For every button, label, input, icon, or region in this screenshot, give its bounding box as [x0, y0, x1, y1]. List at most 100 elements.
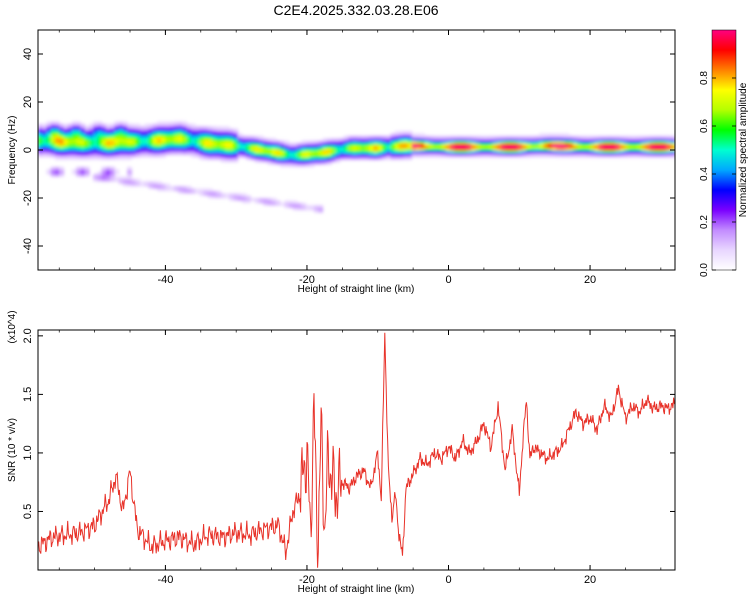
heatmap-cell — [59, 145, 65, 149]
heatmap-cell — [80, 133, 86, 137]
heatmap-cell — [263, 138, 268, 141]
heatmap-cell — [169, 130, 175, 134]
heatmap-cell — [645, 145, 651, 149]
heatmap-cell — [432, 150, 438, 153]
heatmap-cell — [122, 181, 128, 185]
heatmap-cell — [207, 145, 213, 149]
heatmap-cell — [144, 126, 150, 129]
heatmap-cell — [199, 128, 205, 132]
heatmap-cell — [551, 154, 557, 158]
heatmap-cell — [54, 147, 60, 151]
heatmap-cell — [50, 138, 56, 141]
heatmap-cell — [398, 154, 404, 158]
heatmap-cell — [67, 150, 73, 153]
heatmap-cell — [229, 147, 234, 151]
y-tick-label: 2.0 — [22, 328, 34, 343]
heatmap-cell — [131, 135, 137, 139]
heatmap-cell — [407, 138, 413, 141]
heatmap-cell — [105, 169, 111, 173]
heatmap-cell — [71, 128, 77, 132]
heatmap-cell — [135, 145, 141, 149]
heatmap-cell — [539, 142, 544, 146]
heatmap-cell — [369, 142, 375, 146]
heatmap-cell — [97, 138, 103, 141]
heatmap-cell — [288, 164, 294, 168]
heatmap-cell — [458, 140, 464, 144]
heatmap-cell — [331, 154, 336, 158]
heatmap-cell — [114, 171, 120, 175]
heatmap-cell — [97, 140, 103, 144]
heatmap-cell — [534, 154, 540, 158]
heatmap-cell — [148, 123, 154, 127]
heatmap-cell — [118, 121, 124, 125]
heatmap-cell — [127, 135, 133, 139]
heatmap-cell — [381, 147, 387, 151]
heatmap-cell — [84, 145, 90, 149]
heatmap-cell — [607, 140, 612, 144]
x-tick-label: 0 — [445, 574, 451, 586]
heatmap-cell — [50, 123, 56, 127]
heatmap-cell — [258, 154, 264, 158]
heatmap-cell — [556, 154, 561, 158]
heatmap-cell — [666, 150, 672, 153]
heatmap-cell — [377, 145, 383, 149]
heatmap-cell — [38, 133, 43, 137]
heatmap-cell — [322, 159, 328, 163]
heatmap-cell — [619, 135, 625, 139]
heatmap-cell — [390, 145, 396, 149]
heatmap-cell — [54, 142, 60, 146]
heatmap-cell — [203, 138, 209, 141]
heatmap-cell — [178, 135, 183, 139]
heatmap-cell — [101, 130, 107, 134]
colorbar-ticks: 0.00.20.40.60.8 — [699, 71, 736, 277]
heatmap-cell — [662, 135, 668, 139]
heatmap-cell — [454, 140, 460, 144]
heatmap-cell — [84, 128, 90, 132]
heatmap-cell — [322, 157, 328, 161]
heatmap-cell — [38, 150, 43, 153]
heatmap-cell — [352, 145, 358, 149]
heatmap-cell — [301, 145, 307, 149]
heatmap-cell — [573, 142, 578, 146]
heatmap-cell — [530, 152, 536, 156]
heatmap-cell — [114, 121, 120, 125]
heatmap-cell — [63, 147, 69, 151]
heatmap-cell — [229, 140, 234, 144]
heatmap-cell — [46, 128, 52, 132]
heatmap-cell — [292, 145, 298, 149]
colorbar-tick-label: 0.0 — [699, 263, 710, 277]
heatmap-cell — [556, 145, 561, 149]
heatmap-cell — [322, 142, 328, 146]
heatmap-cell — [50, 169, 56, 173]
heatmap-cell — [284, 202, 290, 206]
heatmap-cell — [148, 135, 154, 139]
heatmap-cell — [127, 169, 133, 173]
heatmap-cell — [530, 145, 536, 149]
heatmap-cell — [271, 150, 277, 153]
heatmap-cell — [190, 130, 196, 134]
heatmap-cell — [352, 140, 358, 144]
heatmap-cell — [178, 147, 183, 151]
heatmap-cell — [594, 135, 600, 139]
heatmap-cell — [131, 138, 137, 141]
heatmap-cell — [275, 202, 281, 206]
heatmap-cell — [63, 128, 69, 132]
heatmap-cell — [309, 150, 315, 153]
heatmap-cell — [224, 145, 230, 149]
heatmap-cell — [46, 130, 52, 134]
heatmap-cell — [590, 150, 595, 153]
heatmap-cell — [488, 138, 493, 141]
heatmap-cell — [386, 154, 392, 158]
heatmap-cell — [581, 145, 587, 149]
heatmap-cell — [127, 138, 133, 141]
heatmap-cell — [364, 152, 370, 156]
heatmap-cell — [122, 176, 128, 180]
heatmap-cell — [59, 128, 65, 132]
heatmap-cell — [297, 147, 302, 151]
heatmap-cell — [203, 140, 209, 144]
heatmap-cell — [182, 130, 188, 134]
heatmap-cell — [46, 133, 52, 137]
heatmap-cell — [46, 123, 52, 127]
heatmap-cell — [152, 140, 158, 144]
heatmap-cell — [161, 154, 166, 158]
